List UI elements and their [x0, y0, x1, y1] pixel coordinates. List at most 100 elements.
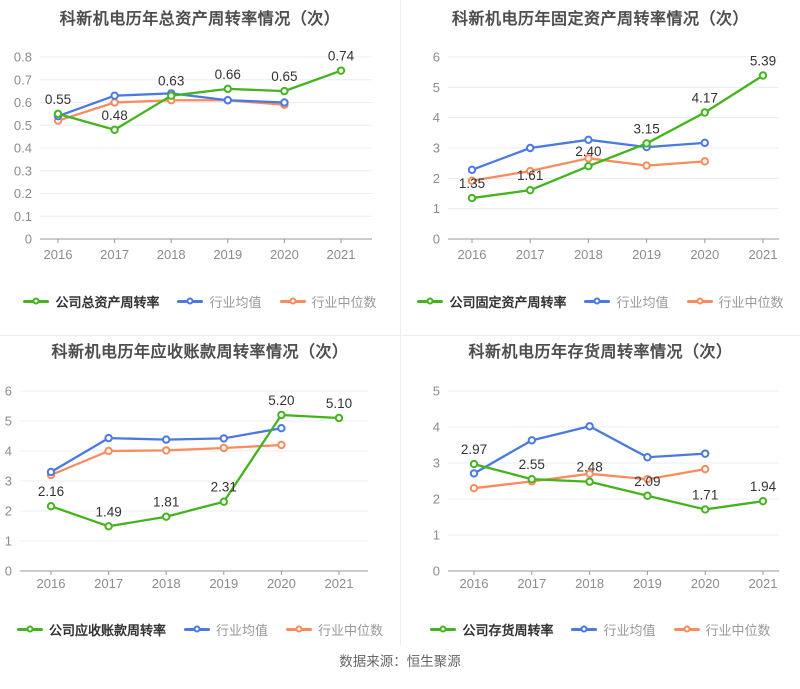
- x-axis-year-label: 2021: [749, 247, 778, 262]
- y-axis-tick-label: 5: [433, 384, 440, 399]
- point-value-label: 0.63: [158, 74, 184, 89]
- y-axis-tick-label: 0: [433, 564, 440, 579]
- data-point-marker-industry_avg: [700, 138, 709, 148]
- legend-item-industry_avg: 行业均值: [183, 620, 268, 639]
- legend-line-marker-icon: [673, 623, 700, 636]
- legend-line-marker-icon: [417, 295, 444, 308]
- total-asset-turnover-chart: 0 0.1 0.2 0.3 0.4 0.5 0.6 0.7 0.8 2016 2017 2018 201…: [14, 49, 372, 262]
- y-axis-tick-label: 0: [5, 564, 12, 579]
- x-axis-year-label: 2017: [516, 247, 545, 262]
- legend-line-marker-icon: [23, 295, 50, 308]
- chart-legend-inventory-turnover: 公司存货周转率 行业均值 行业中位数: [401, 620, 800, 638]
- chart-title-fixed-asset-turnover: 科新机电历年固定资产周转率情况（次）: [451, 11, 749, 28]
- chart-title-receivables-turnover: 科新机电历年应收账款周转率情况（次）: [51, 344, 349, 361]
- point-value-label: 2.16: [38, 484, 64, 499]
- y-axis-tick-label: 0.3: [14, 163, 32, 178]
- chart-title-total-asset-turnover: 科新机电历年总资产周转率情况（次）: [59, 11, 341, 28]
- fixed-asset-turnover-chart: 0 1 2 3 4 5 6 2016 2017 2018 2019 2020 2021 1.35 1.61 2…: [433, 50, 779, 262]
- legend-item-industry_median: 行业中位数: [686, 292, 784, 311]
- x-axis-year-label: 2016: [458, 247, 487, 262]
- x-axis-year-label: 2019: [213, 247, 242, 262]
- data-point-marker-industry_median: [526, 166, 535, 176]
- point-value-label: 1.71: [692, 487, 718, 502]
- point-value-label: 2.40: [575, 144, 601, 159]
- y-axis-tick-label: 3: [5, 474, 12, 489]
- chart-panel-fixed-asset-turnover: 科新机电历年固定资产周转率情况（次） 0 1 2 3 4 5 6 2016 2017 2018 20…: [400, 0, 800, 335]
- x-axis-year-label: 2020: [691, 576, 720, 591]
- legend-line-marker-icon: [430, 623, 457, 636]
- legend-item-company: 公司总资产周转率: [23, 292, 159, 311]
- point-value-label: 2.48: [576, 460, 602, 475]
- charts-grid: 科新机电历年总资产周转率情况（次） 0 0.1 0.2 0.3 0.4 0.5 0.6 0.7…: [0, 0, 800, 645]
- data-point-marker-industry_avg: [526, 143, 535, 153]
- x-axis-year-label: 2019: [209, 576, 238, 591]
- data-point-marker-company: [46, 502, 56, 511]
- data-point-marker-company: [110, 125, 119, 135]
- data-point-marker-industry_median: [219, 443, 229, 453]
- legend-line-marker-icon: [686, 295, 713, 308]
- data-point-marker-industry_median: [104, 446, 113, 456]
- y-axis-tick-label: 4: [433, 420, 440, 435]
- y-axis-tick-label: 0.4: [14, 141, 32, 156]
- data-point-marker-industry_avg: [467, 165, 477, 175]
- point-value-label: 2.97: [461, 442, 487, 457]
- y-axis-tick-label: 0.8: [14, 50, 32, 65]
- data-point-marker-company: [219, 497, 229, 506]
- point-value-label: 0.74: [328, 49, 355, 64]
- data-point-marker-industry_avg: [223, 96, 233, 105]
- legend-item-industry_avg: 行业均值: [584, 292, 669, 311]
- point-value-label: 5.20: [268, 393, 294, 408]
- legend-line-marker-icon: [16, 623, 43, 636]
- point-value-label: 2.09: [634, 474, 660, 489]
- y-axis-tick-label: 0.2: [14, 186, 32, 201]
- point-value-label: 1.35: [459, 176, 485, 191]
- receivables-turnover-chart: 0 1 2 3 4 5 6 2016 2017 2018 2019 2020 2021 2.16 1.49 1…: [5, 384, 368, 591]
- legend-label: 行业中位数: [705, 622, 771, 638]
- x-axis-year-label: 2016: [37, 576, 66, 591]
- y-axis-tick-label: 4: [433, 110, 440, 125]
- series-line-company: [56, 69, 343, 131]
- y-axis-tick-label: 1: [433, 201, 440, 216]
- data-point-marker-company: [334, 413, 344, 423]
- legend-item-industry_median: 行业中位数: [673, 620, 771, 639]
- x-axis-year-label: 2017: [94, 576, 123, 591]
- y-axis-tick-label: 6: [5, 384, 12, 399]
- chart-panel-total-asset-turnover: 科新机电历年总资产周转率情况（次） 0 0.1 0.2 0.3 0.4 0.5 0.6 0.7…: [0, 0, 400, 335]
- legend-label: 行业均值: [215, 622, 268, 638]
- legend-label: 行业中位数: [718, 294, 784, 310]
- x-axis-year-label: 2019: [633, 576, 662, 591]
- series-line-company: [49, 413, 341, 528]
- chart-panel-receivables-turnover: 科新机电历年应收账款周转率情况（次） 0 1 2 3 4 5 6 2016 2017 2018 20…: [0, 335, 400, 645]
- y-axis-tick-label: 0.6: [14, 95, 32, 110]
- legend-label: 行业中位数: [318, 622, 384, 638]
- data-point-marker-company: [162, 512, 171, 521]
- x-axis-year-label: 2018: [575, 576, 604, 591]
- legend-line-marker-icon: [183, 623, 210, 636]
- data-point-marker-industry_median: [700, 157, 709, 166]
- legend-line-marker-icon: [286, 623, 312, 636]
- point-value-label: 3.15: [633, 121, 659, 136]
- data-point-marker-industry_median: [162, 446, 171, 455]
- chart-panel-inventory-turnover: 科新机电历年存货周转率情况（次） 0 1 2 3 4 5 2016 2017 2018 2019 2…: [400, 335, 800, 645]
- data-point-marker-industry_median: [469, 484, 479, 493]
- legend-label: 公司总资产周转率: [55, 294, 160, 310]
- legend-item-industry_median: 行业中位数: [279, 292, 377, 311]
- x-axis-year-label: 2017: [100, 247, 129, 262]
- data-point-marker-industry_avg: [469, 469, 479, 478]
- data-point-marker-company: [53, 109, 63, 119]
- data-point-marker-company: [526, 185, 535, 195]
- data-point-marker-industry_avg: [527, 436, 537, 445]
- point-value-label: 2.55: [519, 457, 545, 472]
- legend-item-industry_avg: 行业均值: [571, 620, 656, 639]
- data-point-marker-industry_median: [110, 98, 119, 107]
- data-point-marker-company: [469, 459, 479, 469]
- legend-line-marker-icon: [177, 295, 204, 308]
- y-axis-tick-label: 1: [5, 534, 12, 549]
- point-value-label: 1.49: [95, 504, 121, 519]
- legend-line-marker-icon: [571, 623, 598, 636]
- chart-legend-total-asset-turnover: 公司总资产周转率 行业均值 行业中位数: [0, 292, 400, 310]
- data-point-marker-company: [642, 139, 651, 148]
- data-point-marker-industry_median: [584, 154, 593, 163]
- data-point-marker-company: [701, 505, 710, 514]
- legend-label: 行业中位数: [311, 294, 377, 310]
